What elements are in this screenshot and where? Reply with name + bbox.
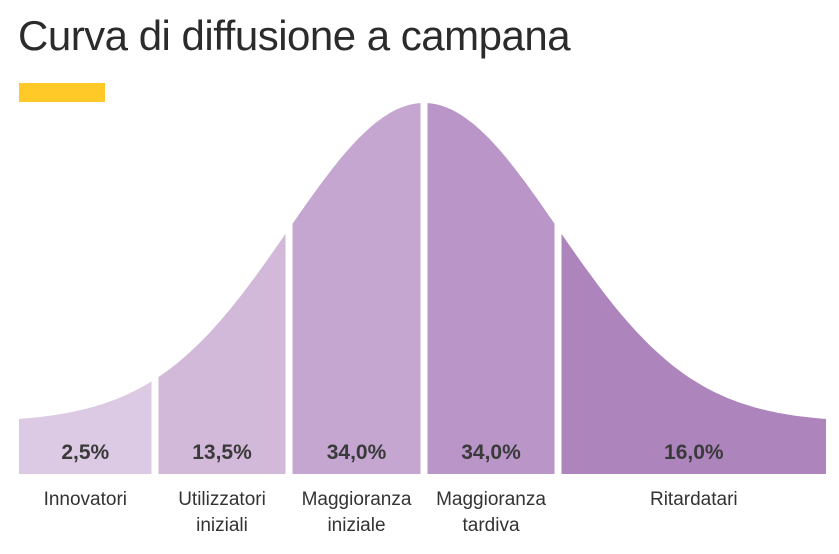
category-label-line: iniziali — [196, 515, 248, 536]
category-label-line: iniziale — [327, 515, 385, 536]
curve-segment-5 — [561, 233, 826, 474]
category-label-3: Maggioranza iniziale — [302, 489, 412, 536]
category-label-line: tardiva — [462, 515, 519, 536]
curve-segment-2 — [158, 233, 286, 474]
value-label-1: 2,5% — [61, 441, 109, 464]
category-label-line: Maggioranza — [302, 489, 412, 510]
value-label-4: 34,0% — [461, 441, 521, 464]
category-label-line: Ritardatari — [650, 489, 738, 510]
category-label-line: Innovatori — [44, 489, 127, 510]
category-label-line: Maggioranza — [436, 489, 546, 510]
curve-segment-3 — [292, 103, 421, 474]
value-label-2: 13,5% — [192, 441, 252, 464]
category-label-line: Utilizzatori — [178, 489, 266, 510]
category-label-2: Utilizzatori iniziali — [178, 489, 266, 536]
page-title: Curva di diffusione a campana — [18, 12, 571, 59]
value-label-3: 34,0% — [327, 441, 387, 464]
category-label-1: Innovatori — [44, 489, 127, 510]
category-label-5: Ritardatari — [650, 489, 738, 510]
value-label-5: 16,0% — [664, 441, 724, 464]
accent-bar — [19, 83, 105, 102]
curve-segment-4 — [427, 103, 555, 474]
category-label-4: Maggioranza tardiva — [436, 489, 546, 536]
curve-segment-1 — [19, 381, 152, 474]
